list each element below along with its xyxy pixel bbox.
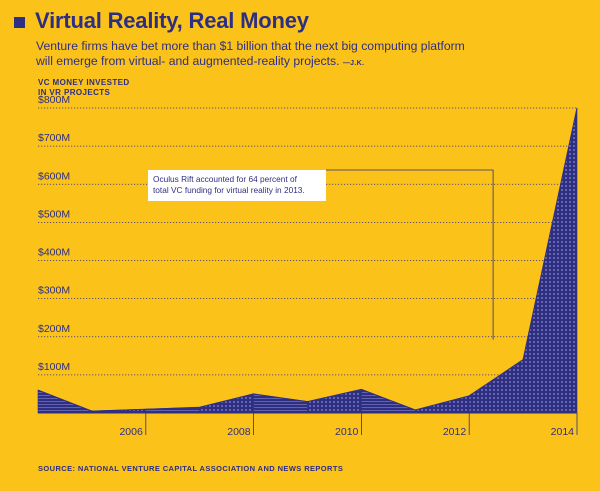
y-tick-label: $600M [38, 170, 70, 182]
annotation-text-line: Oculus Rift accounted for 64 percent of [153, 174, 298, 184]
area-segment-2007 [199, 393, 254, 414]
y-tick-label: $200M [38, 323, 70, 335]
chart-title: Virtual Reality, Real Money [35, 8, 309, 33]
x-tick-label: 2012 [443, 426, 467, 438]
y-tick-label: $100M [38, 361, 70, 373]
source-note: SOURCE: NATIONAL VENTURE CAPITAL ASSOCIA… [38, 464, 344, 473]
author-credit: —J.K. [342, 60, 365, 67]
y-tick-label: $400M [38, 247, 70, 259]
x-tick-label: 2006 [119, 426, 143, 438]
annotation-text-line: total VC funding for virtual reality in … [153, 185, 305, 195]
x-tick-label: 2010 [335, 426, 359, 438]
subtitle-text: Venture firms have bet more than $1 bill… [36, 39, 465, 68]
annotation-box [148, 170, 326, 201]
y-tick-label: $300M [38, 285, 70, 297]
area-segment-2009 [307, 388, 362, 414]
title-row: Virtual Reality, Real Money [14, 8, 594, 34]
y-tick-label: $800M [38, 94, 70, 106]
chart-subtitle: Venture firms have bet more than $1 bill… [36, 39, 466, 71]
annotation-leader-line [326, 169, 494, 340]
title-bullet-icon [14, 16, 25, 28]
header: Virtual Reality, Real Money Venture firm… [14, 8, 594, 71]
y-tick-label: $500M [38, 208, 70, 220]
area-segment-2008 [253, 393, 308, 414]
series-line [37, 107, 578, 412]
area-segment-2012 [468, 359, 524, 414]
y-tick-label: $700M [38, 132, 70, 144]
y-axis-label: VC MONEY INVESTED IN VR PROJECTS [38, 78, 130, 97]
x-tick-label: 2014 [551, 426, 575, 438]
x-tick-label: 2008 [227, 426, 251, 438]
